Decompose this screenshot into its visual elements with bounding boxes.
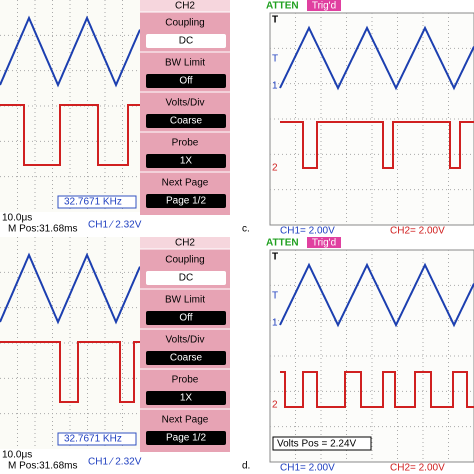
menu-value-box — [146, 391, 226, 405]
panel-label: c. — [242, 224, 250, 235]
trig-box — [307, 237, 341, 248]
ch1-trace — [0, 252, 141, 325]
trigger-level: CH1 ⁄ 2.32V — [88, 220, 142, 231]
menu-header — [140, 237, 230, 249]
ch1-trace — [279, 25, 474, 91]
menu-value: Page 1/2 — [166, 196, 206, 207]
menu-value-box — [146, 74, 226, 88]
marker: T — [272, 291, 278, 302]
position: M Pos:31.68ms — [8, 461, 77, 472]
marker: 2 — [272, 400, 278, 411]
timebase: 10.0μs — [2, 450, 32, 461]
menu-label: Probe — [172, 375, 199, 386]
menu-value-box — [146, 34, 226, 48]
status: ATTEN — [266, 238, 299, 249]
menu-label: Next Page — [162, 178, 209, 189]
ch1-trace — [0, 15, 141, 88]
trig-status: Trig'd — [312, 238, 336, 249]
menu-value: DC — [179, 273, 193, 284]
ch2-trace — [280, 121, 474, 169]
menu-value-box — [146, 114, 226, 128]
menu-value-box — [146, 431, 226, 445]
ch2-trace — [280, 371, 474, 408]
menu-value-box — [146, 194, 226, 208]
menu-value-box — [146, 271, 226, 285]
frequency-box — [57, 432, 137, 446]
menu-value: Page 1/2 — [166, 433, 206, 444]
menu-value: Off — [179, 313, 192, 324]
note-box — [272, 436, 372, 451]
status: ATTEN — [266, 1, 299, 12]
menu-label: Next Page — [162, 415, 209, 426]
frequency-box — [57, 195, 137, 209]
menu-title: CH2 — [175, 238, 195, 249]
ch2-scale: CH2= 2.00V — [390, 463, 445, 474]
menu-title: CH2 — [175, 1, 195, 12]
ch1-scale: CH1= 2.00V — [280, 226, 335, 237]
trigger-level: CH1 ⁄ 2.32V — [88, 457, 142, 468]
menu-label: Volts/Div — [166, 98, 205, 109]
timebase: 10.0μs — [2, 213, 32, 224]
menu-value: 1X — [180, 156, 193, 167]
menu-label: BW Limit — [165, 58, 205, 69]
frequency: 32.7671 KHz — [64, 434, 122, 445]
panel-label: d. — [242, 461, 250, 472]
marker: T — [272, 54, 278, 65]
menu-label: Volts/Div — [166, 335, 205, 346]
ch1-scale: CH1= 2.00V — [280, 463, 335, 474]
marker: 2 — [272, 163, 278, 174]
marker: 1 — [272, 318, 278, 329]
frequency: 32.7671 KHz — [64, 197, 122, 208]
trig-box — [307, 0, 341, 11]
marker: T — [272, 15, 278, 26]
ch2-trace — [0, 341, 140, 403]
ch2-trace — [0, 104, 140, 166]
menu-label: Coupling — [165, 18, 204, 29]
position: M Pos:31.68ms — [8, 224, 77, 235]
menu-value: 1X — [180, 393, 193, 404]
marker: 1 — [272, 81, 278, 92]
trig-status: Trig'd — [312, 1, 336, 12]
marker: T — [272, 252, 278, 263]
menu-label: BW Limit — [165, 295, 205, 306]
menu-label: Probe — [172, 138, 199, 149]
menu-value: Coarse — [170, 116, 203, 127]
menu-value-box — [146, 154, 226, 168]
ch1-trace — [279, 262, 474, 328]
menu-value-box — [146, 351, 226, 365]
menu-value: Coarse — [170, 353, 203, 364]
menu-value: DC — [179, 36, 193, 47]
ch2-scale: CH2= 2.00V — [390, 226, 445, 237]
menu-value: Off — [179, 76, 192, 87]
menu-header — [140, 0, 230, 12]
note: Volts Pos = 2.24V — [277, 439, 357, 450]
menu-value-box — [146, 311, 226, 325]
menu-label: Coupling — [165, 255, 204, 266]
